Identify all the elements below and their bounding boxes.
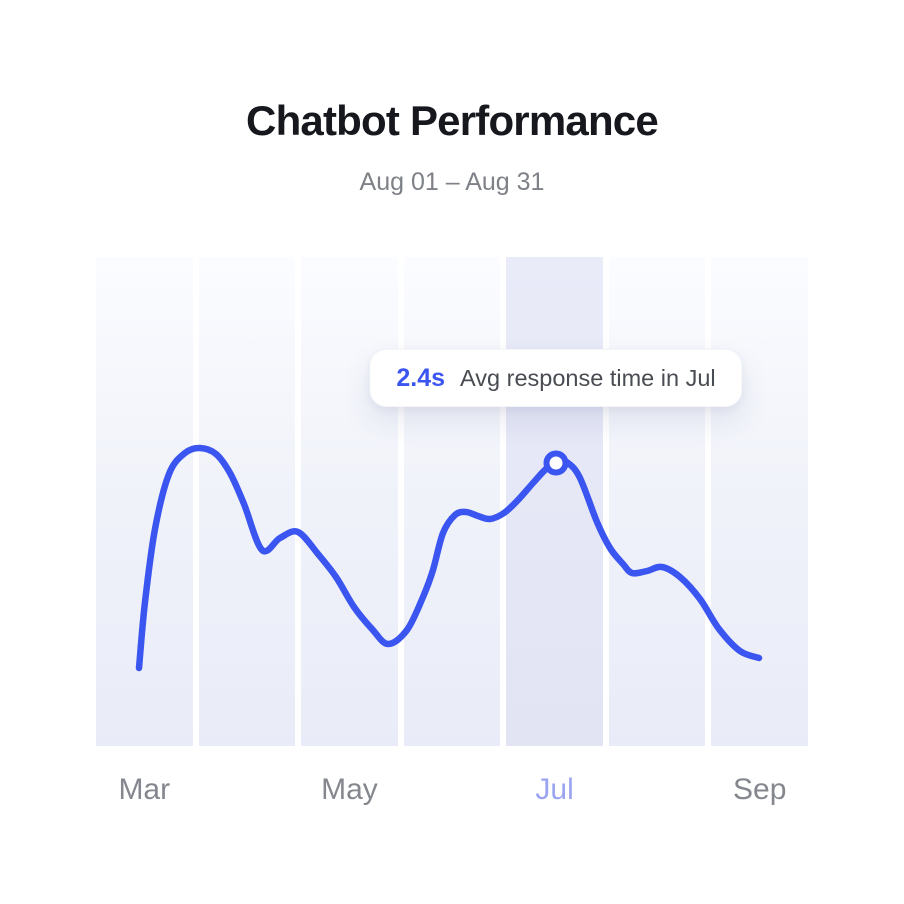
chart-area[interactable]: [96, 257, 809, 746]
line-series: [135, 444, 763, 672]
tooltip-value: 2.4s: [396, 363, 446, 392]
month-band-sep[interactable]: [711, 257, 809, 746]
month-band-apr[interactable]: [198, 257, 296, 746]
tooltip-label: Avg response time in Jul: [460, 364, 716, 391]
page-title: Chatbot Performance: [246, 97, 659, 144]
month-band-mar[interactable]: [96, 257, 193, 746]
x-axis-ticks: Mar May Jul Sep: [96, 773, 808, 813]
month-band-aug[interactable]: [608, 257, 706, 746]
data-point-marker[interactable]: [543, 450, 569, 476]
date-range-subtitle: Aug 01 – Aug 31: [359, 168, 545, 196]
x-tick-mar: Mar: [118, 773, 171, 806]
x-tick-jul: Jul: [535, 773, 574, 806]
tooltip: 2.4s Avg response time in Jul: [369, 349, 743, 407]
chart-header: Chatbot Performance Aug 01 – Aug 31: [0, 0, 904, 197]
x-tick-may: May: [321, 773, 378, 806]
month-band-jun[interactable]: [403, 257, 501, 746]
line-chart-svg: [135, 444, 763, 672]
x-tick-sep: Sep: [733, 773, 787, 806]
month-band-may[interactable]: [301, 257, 398, 746]
month-bands: [96, 257, 809, 746]
